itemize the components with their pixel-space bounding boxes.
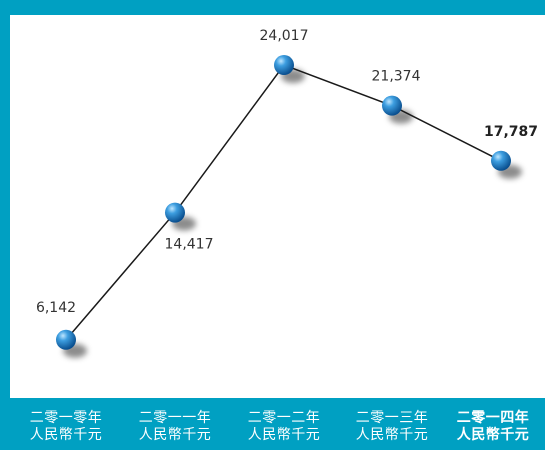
plot-area: [10, 15, 545, 398]
x-tick-year: 二零一一年: [138, 410, 212, 426]
x-tick-label: 二零一一年 人民幣千元: [121, 410, 229, 444]
data-label: 21,374: [372, 69, 421, 85]
x-tick-label: 二零一四年 人民幣千元: [439, 410, 545, 444]
x-tick-unit: 人民幣千元: [247, 427, 321, 443]
x-tick-year: 二零一零年: [29, 410, 103, 426]
x-tick-unit: 人民幣千元: [456, 427, 530, 443]
data-label: 17,787: [484, 124, 538, 140]
data-point: [274, 55, 294, 76]
data-label: 24,017: [260, 28, 309, 44]
x-tick-label: 二零一二年 人民幣千元: [230, 410, 338, 444]
x-tick-label: 二零一零年 人民幣千元: [12, 410, 120, 444]
data-point: [382, 95, 402, 116]
x-tick-label: 二零一三年 人民幣千元: [338, 410, 446, 444]
data-label: 14,417: [165, 237, 214, 253]
x-tick-year: 二零一三年: [355, 410, 429, 426]
data-point: [165, 202, 185, 223]
x-tick-unit: 人民幣千元: [355, 427, 429, 443]
x-tick-year: 二零一四年: [456, 410, 530, 426]
data-point: [491, 150, 511, 171]
data-point: [56, 329, 76, 350]
series-line: [65, 64, 502, 341]
x-tick-unit: 人民幣千元: [29, 427, 103, 443]
data-label: 6,142: [36, 300, 76, 316]
x-tick-unit: 人民幣千元: [138, 427, 212, 443]
x-tick-year: 二零一二年: [247, 410, 321, 426]
